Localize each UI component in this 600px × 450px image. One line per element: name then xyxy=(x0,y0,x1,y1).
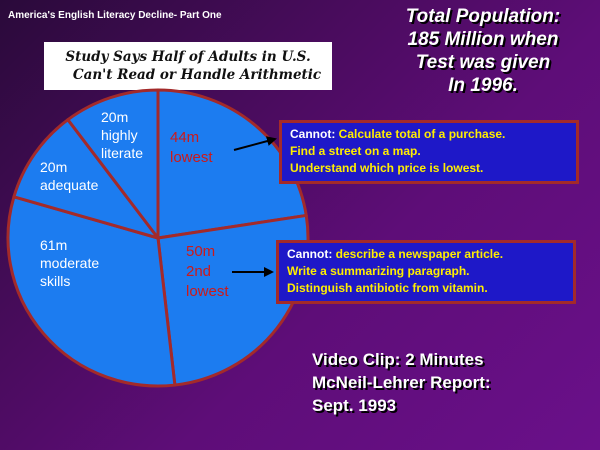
headline-line-1: Study Says Half of Adults in U.S. xyxy=(65,49,311,65)
pie-slice-lowest xyxy=(156,88,308,240)
callout-line: Find a street on a map. xyxy=(290,144,421,158)
callout-line: Understand which price is lowest. xyxy=(290,161,484,175)
slice-label-line: highly xyxy=(101,127,138,143)
pie-slice-highly-literate xyxy=(66,88,160,240)
slice-label-highly-literate: 20m highly literate xyxy=(101,108,143,162)
slice-label-2nd-lowest: 50m 2nd lowest xyxy=(186,242,229,302)
population-line: Total Population: xyxy=(405,6,561,27)
population-line: In 1996. xyxy=(448,75,518,96)
slice-label-line: 20m xyxy=(40,159,68,175)
slice-label-line: lowest xyxy=(170,149,213,166)
arrow-lowest xyxy=(233,136,277,151)
callout-line: Cannot: describe a newspaper article. xyxy=(287,246,565,263)
callout-box-lowest: Cannot: Calculate total of a purchase. F… xyxy=(279,120,579,184)
slice-label-line: 50m xyxy=(186,243,216,260)
headline-line-2: Can't Read or Handle Arithmetic xyxy=(72,67,322,83)
slice-label-line: 20m xyxy=(101,109,129,125)
slice-label-line: moderate xyxy=(40,255,100,271)
video-line: Video Clip: 2 Minutes xyxy=(312,350,484,369)
video-line: Sept. 1993 xyxy=(312,396,397,415)
callout-line: Distinguish antibiotic from vitamin. xyxy=(287,281,488,295)
slice-label-adequate: 20m adequate xyxy=(40,158,98,194)
slice-label-line: lowest xyxy=(186,283,229,300)
pie-slice-adequate xyxy=(12,118,160,240)
slice-label-line: 61m xyxy=(40,237,68,253)
population-note: Total Population: 185 Million when Test … xyxy=(372,5,594,97)
slice-label-lowest: 44m lowest xyxy=(170,128,213,168)
callout-box-2nd-lowest: Cannot: describe a newspaper article. Wr… xyxy=(276,240,576,304)
callout-line: Cannot: Calculate total of a purchase. xyxy=(290,126,568,143)
video-note: Video Clip: 2 Minutes McNeil-Lehrer Repo… xyxy=(312,348,491,417)
series-title: America's English Literacy Decline- Part… xyxy=(8,10,222,21)
callout-line: Write a summarizing paragraph. xyxy=(287,264,470,278)
slice-label-line: 44m xyxy=(170,129,200,146)
callout-text: describe a newspaper article. xyxy=(335,247,504,261)
slice-label-line: skills xyxy=(40,273,71,289)
callout-text: Calculate total of a purchase. xyxy=(338,127,506,141)
population-line: Test was given xyxy=(415,52,551,73)
slice-label-line: 2nd xyxy=(186,263,212,280)
slice-label-moderate: 61m moderate skills xyxy=(40,236,99,290)
slice-label-line: adequate xyxy=(40,177,99,193)
headline-clipping: Study Says Half of Adults in U.S. Can't … xyxy=(44,42,332,90)
video-line: McNeil-Lehrer Report: xyxy=(312,373,491,392)
population-line: 185 Million when xyxy=(407,29,559,50)
pie-slice-moderate xyxy=(6,195,177,388)
callout-prefix: Cannot: xyxy=(287,247,333,261)
slice-label-line: literate xyxy=(101,145,144,161)
callout-prefix: Cannot: xyxy=(290,127,336,141)
